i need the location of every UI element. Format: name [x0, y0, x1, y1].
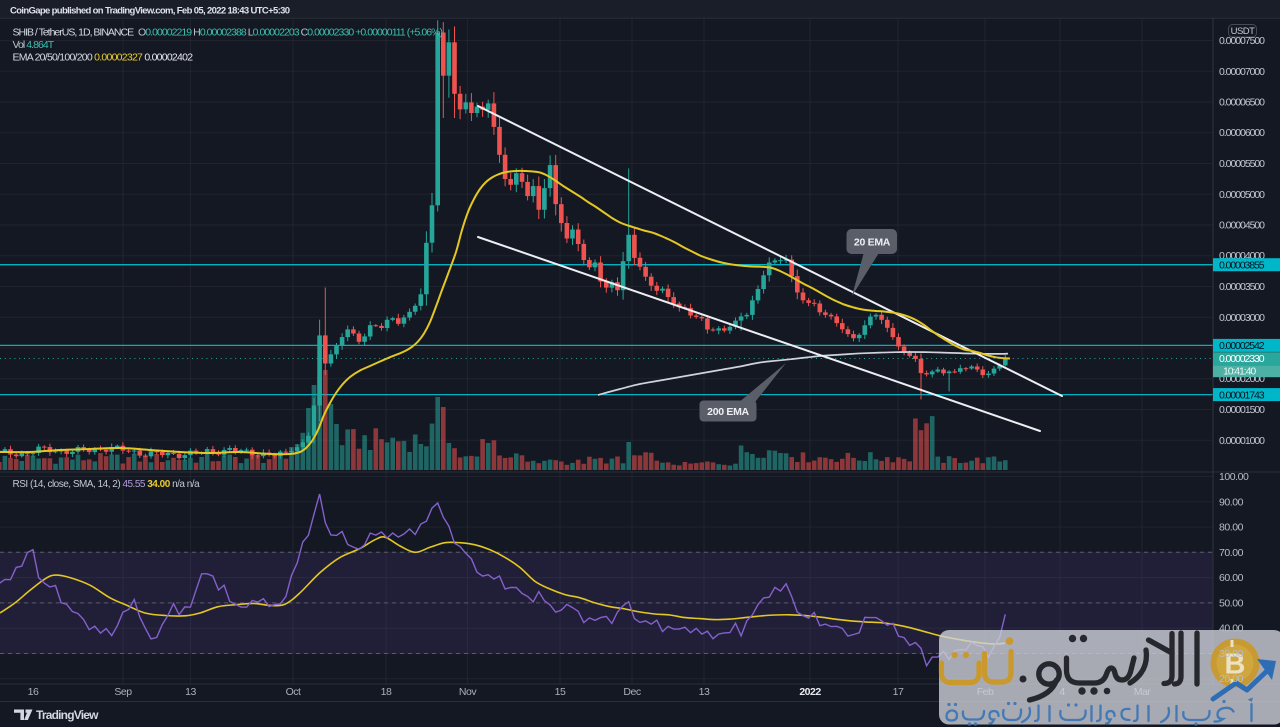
- svg-text:Oct: Oct: [286, 686, 301, 698]
- svg-text:0.00006500: 0.00006500: [1219, 97, 1265, 109]
- svg-text:17: 17: [893, 686, 904, 698]
- svg-text:100.00: 100.00: [1219, 471, 1249, 483]
- svg-text:Nov: Nov: [459, 686, 477, 698]
- svg-text:2022: 2022: [799, 686, 821, 698]
- svg-text:16: 16: [28, 686, 39, 698]
- svg-text:13: 13: [185, 686, 196, 698]
- svg-text:20.00: 20.00: [1219, 673, 1244, 685]
- svg-text:0.00005500: 0.00005500: [1219, 158, 1265, 170]
- svg-text:90.00: 90.00: [1219, 496, 1244, 508]
- svg-text:SHIB / TetherUS, 1D, BINANCE: SHIB / TetherUS, 1D, BINANCE: [13, 27, 135, 39]
- svg-text:0.00002330: 0.00002330: [1219, 353, 1265, 365]
- svg-text:TradingView: TradingView: [36, 708, 99, 722]
- svg-text:20 EMA: 20 EMA: [854, 237, 891, 249]
- svg-text:0.00006000: 0.00006000: [1219, 127, 1265, 139]
- svg-text:70.00: 70.00: [1219, 547, 1244, 559]
- svg-text:50.00: 50.00: [1219, 597, 1244, 609]
- svg-text:0.00003855: 0.00003855: [1219, 260, 1265, 272]
- svg-text:EMA 20/50/100/200 0.00002327 0: EMA 20/50/100/200 0.00002327 0.00002402: [13, 52, 194, 64]
- svg-text:0.00001743: 0.00001743: [1219, 389, 1265, 401]
- svg-text:80.00: 80.00: [1219, 522, 1244, 534]
- svg-text:15: 15: [555, 686, 566, 698]
- svg-text:0.00003000: 0.00003000: [1219, 312, 1265, 324]
- svg-text:18: 18: [381, 686, 392, 698]
- svg-text:0.00005000: 0.00005000: [1219, 189, 1265, 201]
- svg-text:60.00: 60.00: [1219, 572, 1244, 584]
- svg-text:Dec: Dec: [623, 686, 640, 698]
- svg-text:O0.00002219 H0.00002388 L0.0: O0.00002219 H0.00002388 L0.00002203 C0.0…: [138, 27, 443, 39]
- svg-text:200 EMA: 200 EMA: [707, 406, 749, 418]
- svg-text:10:41:40: 10:41:40: [1223, 366, 1256, 378]
- svg-text:RSI (14, close, SMA, 14, 2) 45: RSI (14, close, SMA, 14, 2) 45.55 34.00 …: [13, 479, 201, 490]
- svg-text:USDT: USDT: [1231, 26, 1255, 37]
- svg-text:0.00002542: 0.00002542: [1219, 340, 1265, 352]
- svg-text:30.00: 30.00: [1219, 648, 1244, 660]
- svg-text:0.00004500: 0.00004500: [1219, 220, 1265, 232]
- svg-text:B: B: [1225, 649, 1246, 681]
- svg-text:Vol 4.864T: Vol 4.864T: [13, 39, 55, 51]
- svg-text:0.00001500: 0.00001500: [1219, 404, 1265, 416]
- svg-text:40.00: 40.00: [1219, 623, 1244, 635]
- svg-text:0.00003500: 0.00003500: [1219, 281, 1265, 293]
- svg-text:0.00001000: 0.00001000: [1219, 435, 1265, 447]
- svg-text:0.00007500: 0.00007500: [1219, 35, 1265, 47]
- svg-text:Sep: Sep: [114, 686, 132, 698]
- svg-text:0.00007000: 0.00007000: [1219, 66, 1265, 78]
- svg-text:13: 13: [699, 686, 710, 698]
- svg-text:CoinGape published on TradingV: CoinGape published on TradingView.com, F…: [10, 6, 290, 17]
